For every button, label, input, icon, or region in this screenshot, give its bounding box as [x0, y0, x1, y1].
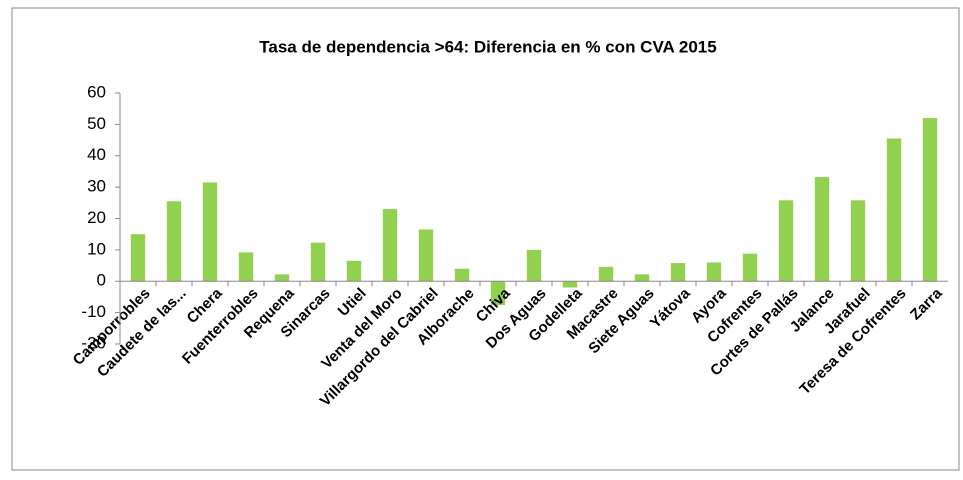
y-tick-label: 30 [87, 177, 106, 196]
bar [634, 274, 650, 282]
bar [598, 266, 614, 282]
bar [670, 263, 686, 282]
bar [346, 260, 362, 282]
bar [850, 200, 866, 282]
chart-title: Tasa de dependencia >64: Diferencia en %… [259, 37, 716, 56]
bar [274, 274, 290, 282]
bar [922, 118, 938, 282]
bar [202, 182, 218, 282]
bar [526, 249, 542, 282]
y-tick-label: 10 [87, 239, 106, 258]
bar [814, 177, 830, 282]
bar [490, 281, 506, 306]
bar [886, 138, 902, 282]
bar [778, 200, 794, 282]
bar [742, 253, 758, 282]
bar [238, 252, 254, 282]
bar [562, 281, 578, 288]
bar [130, 234, 146, 282]
bar [706, 262, 722, 282]
bar [418, 229, 434, 282]
y-tick-label: -20 [81, 333, 106, 352]
bar [382, 209, 398, 282]
bar [454, 268, 470, 282]
y-tick-label: 60 [87, 82, 106, 101]
y-tick-label: 0 [97, 271, 106, 290]
bar [166, 201, 182, 282]
bar [310, 242, 326, 282]
y-tick-label: -10 [81, 302, 106, 321]
y-tick-label: 50 [87, 114, 106, 133]
y-tick-label: 40 [87, 145, 106, 164]
y-tick-label: 20 [87, 208, 106, 227]
